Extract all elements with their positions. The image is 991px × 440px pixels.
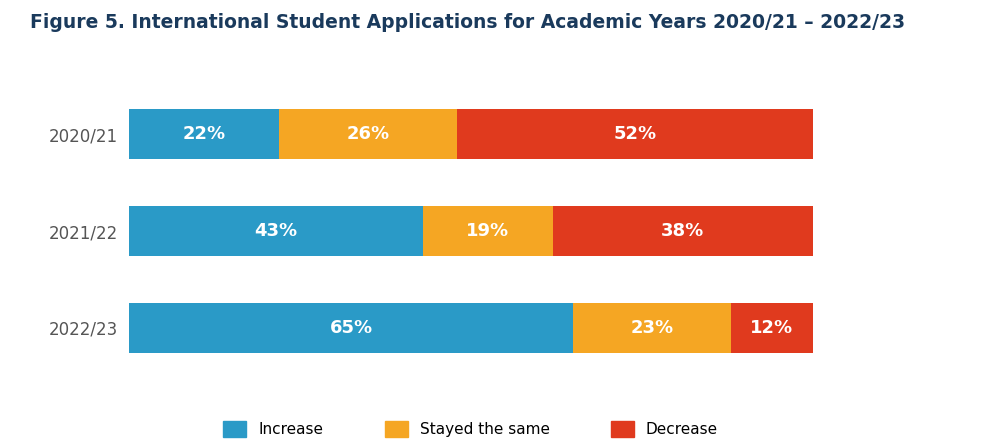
Text: Figure 5. International Student Applications for Academic Years 2020/21 – 2022/2: Figure 5. International Student Applicat… (30, 13, 905, 32)
Bar (423, 206, 553, 256)
Bar (730, 303, 813, 353)
Bar (573, 303, 730, 353)
Bar (129, 303, 573, 353)
Text: 43%: 43% (255, 222, 297, 240)
Text: 52%: 52% (613, 125, 656, 143)
Text: 23%: 23% (630, 319, 674, 337)
Bar (129, 109, 279, 159)
Bar (553, 206, 813, 256)
Text: 65%: 65% (329, 319, 373, 337)
Text: 26%: 26% (347, 125, 389, 143)
Text: 38%: 38% (661, 222, 705, 240)
Text: 12%: 12% (750, 319, 793, 337)
Text: 19%: 19% (466, 222, 509, 240)
Text: 22%: 22% (182, 125, 226, 143)
Bar (129, 206, 423, 256)
Legend: Increase, Stayed the same, Decrease: Increase, Stayed the same, Decrease (217, 415, 724, 440)
Bar (279, 109, 457, 159)
Bar (457, 109, 813, 159)
